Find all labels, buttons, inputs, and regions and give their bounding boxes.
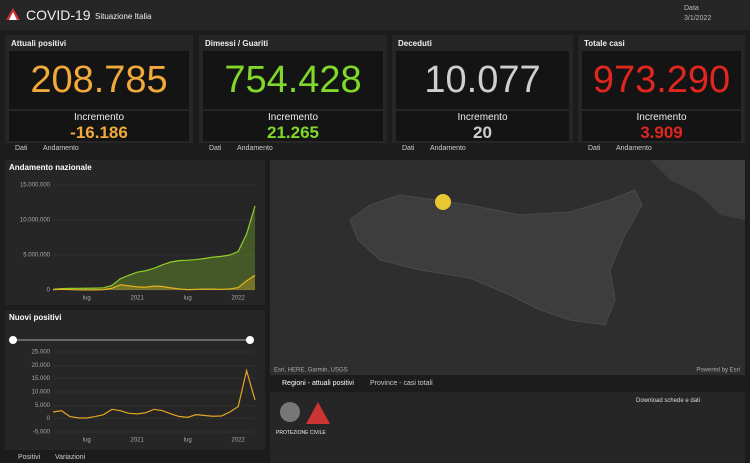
title: COVID-19 [26, 7, 91, 23]
y-tick-label: 10.000.000 [20, 218, 51, 224]
logos [280, 402, 330, 424]
chart-panel: Andamento nazionale 0 5.000.000 10.000.000 1… [5, 160, 265, 305]
slider-handle[interactable] [246, 336, 254, 344]
kpi-card: Attuali positivi 208.785 Incremento -16.186 [5, 35, 193, 143]
kpi-title: Totale casi [584, 39, 625, 48]
kpi-card: Dimessi / Guariti 754.428 Incremento 21.265 [199, 35, 387, 143]
powered: Powered by Esri [696, 368, 740, 374]
tab[interactable]: Dati [209, 145, 222, 152]
y-tick-label: 0 [47, 288, 51, 294]
x-tick-label: 2021 [130, 296, 144, 302]
x-tick-label: lug [184, 296, 192, 302]
increment-box: Incremento 3.909 [582, 111, 741, 142]
subtitle: Situazione Italia [95, 12, 152, 21]
map-canvas: Esri, HERE, Garmin, USGS Powered by Esri [274, 160, 745, 374]
increment-value: -16.186 [70, 123, 128, 142]
chart-title: Andamento nazionale [9, 163, 92, 172]
y-tick-label: 0 [47, 416, 51, 422]
y-tick-label: 5.000 [35, 403, 51, 409]
chart: Andamento nazionale 0 5.000.000 10.000.000 1… [9, 163, 256, 302]
kpi-value: 973.290 [582, 51, 741, 109]
attribution: Esri, HERE, Garmin, USGS [274, 368, 348, 374]
increment-label: Incremento [457, 112, 508, 123]
area-fill [53, 206, 255, 290]
marker[interactable] [435, 194, 451, 210]
kpi-card: Totale casi 973.290 Incremento 3.909 [578, 35, 745, 143]
date-label: Data [684, 5, 699, 12]
tab[interactable]: Andamento [237, 145, 273, 152]
land [349, 189, 643, 326]
land [650, 160, 745, 220]
kpi-title: Attuali positivi [11, 39, 67, 48]
increment-value: 20 [473, 123, 492, 142]
x-tick-label: lug [83, 438, 91, 444]
y-tick-label: 15.000 [32, 376, 51, 382]
chart-title: Nuovi positivi [9, 313, 61, 322]
chart-panel: Nuovi positivi -5.000 0 5.000 10.000 15.000 20… [5, 310, 265, 450]
increment-box: Incremento 20 [396, 111, 569, 142]
tab[interactable]: Dati [15, 145, 28, 152]
increment-value: 21.265 [267, 123, 319, 142]
x-tick-label: lug [184, 438, 192, 444]
tab[interactable]: Dati [588, 145, 601, 152]
download[interactable]: Download schede e dati [636, 398, 701, 404]
kpi-value: 10.077 [396, 51, 569, 109]
y-tick-label: 25.000 [32, 350, 51, 356]
x-tick-label: 2022 [231, 296, 245, 302]
date: 3/1/2022 [684, 15, 712, 22]
map[interactable]: Esri, HERE, Garmin, USGS Powered by Esri [270, 160, 745, 375]
x-tick-label: 2022 [231, 438, 245, 444]
kpi-title: Dimessi / Guariti [205, 39, 269, 48]
tab[interactable]: Province - casi totali [370, 380, 433, 387]
chart: Nuovi positivi -5.000 0 5.000 10.000 15.000 20… [9, 313, 256, 444]
y-tick-label: 10.000 [32, 390, 51, 396]
tab[interactable]: Dati [402, 145, 415, 152]
increment-label: Incremento [636, 112, 687, 123]
x-tick-label: 2021 [130, 438, 144, 444]
increment-value: 3.909 [640, 123, 683, 142]
increment-label: Incremento [73, 112, 125, 123]
series-line [52, 368, 256, 419]
tab[interactable]: Andamento [43, 145, 79, 152]
increment-box: Incremento -16.186 [9, 111, 189, 142]
kpi-value: 208.785 [9, 51, 189, 109]
kpi-card: Deceduti 10.077 Incremento 20 [392, 35, 573, 143]
y-tick-label: 20.000 [32, 363, 51, 369]
series-line [52, 205, 256, 290]
y-tick-label: 15.000.000 [20, 183, 51, 189]
series-line [52, 274, 256, 291]
increment-label: Incremento [267, 112, 319, 123]
increment-box: Incremento 21.265 [203, 111, 383, 142]
x-tick-label: lug [83, 296, 91, 302]
y-tick-label: -5.000 [33, 430, 51, 436]
tab[interactable]: Regioni - attuali positivi [282, 380, 354, 387]
kpi-title: Deceduti [398, 39, 432, 48]
tab[interactable]: Positivi [18, 454, 41, 461]
tab[interactable]: Andamento [616, 145, 652, 152]
logo-icon [6, 8, 20, 20]
info-panel: PROTEZIONE CIVILE Download schede e dati [270, 392, 745, 463]
header: COVID-19 Situazione Italia Data 3/1/2022 [0, 0, 750, 30]
tab[interactable]: Variazioni [55, 454, 86, 461]
tab[interactable]: Andamento [430, 145, 466, 152]
kpi-value: 754.428 [203, 51, 383, 109]
logo-text: PROTEZIONE CIVILE [276, 430, 326, 436]
slider-handle[interactable] [9, 336, 17, 344]
y-tick-label: 5.000.000 [23, 253, 50, 259]
